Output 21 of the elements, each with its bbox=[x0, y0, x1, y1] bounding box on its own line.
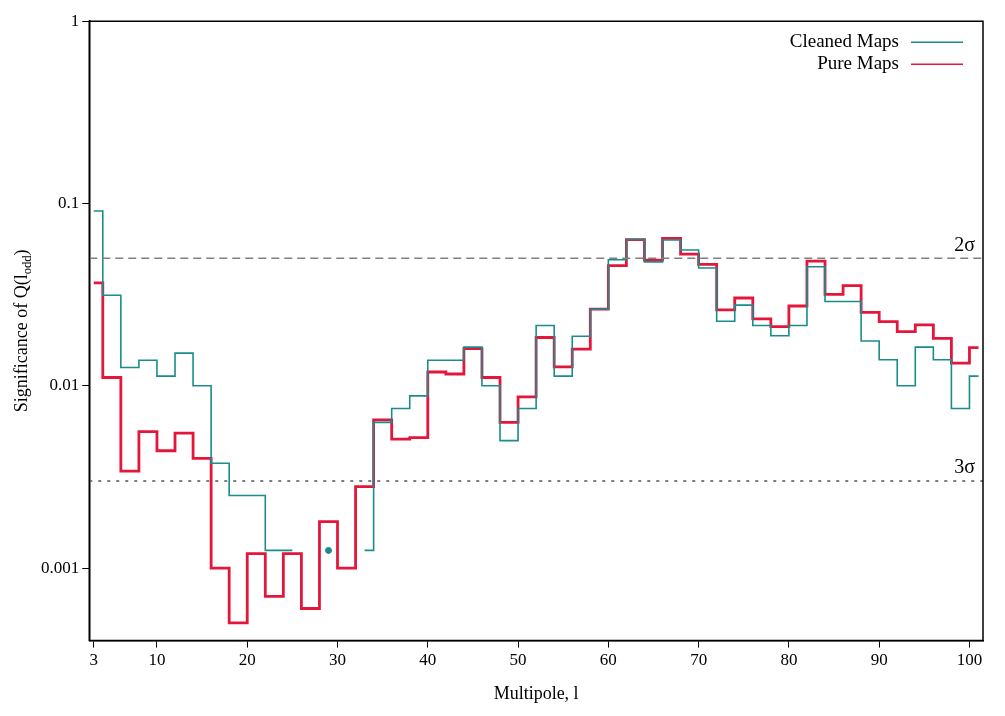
y-axis-title: Significance of Q(lodd) bbox=[10, 249, 34, 413]
x-tick-label: 3 bbox=[89, 650, 99, 670]
legend-label: Pure Maps bbox=[817, 52, 899, 74]
x-tick-label: 80 bbox=[780, 650, 798, 670]
x-tick-label: 40 bbox=[419, 650, 437, 670]
y-tick-label: 0.1 bbox=[58, 192, 80, 212]
x-tick-label: 90 bbox=[870, 650, 888, 670]
x-axis-title: Multipole, l bbox=[493, 682, 579, 703]
y-tick-label: 0.001 bbox=[41, 557, 80, 577]
y-tick-label: 0.01 bbox=[49, 375, 80, 395]
ref-line-label: 3σ bbox=[954, 455, 976, 478]
y-tick-label: 1 bbox=[70, 10, 80, 30]
x-tick-label: 70 bbox=[690, 650, 708, 670]
ref-line-label: 2σ bbox=[954, 232, 976, 255]
x-tick-label: 20 bbox=[238, 650, 256, 670]
legend-label: Cleaned Maps bbox=[789, 30, 899, 52]
x-tick-label: 100 bbox=[956, 650, 983, 670]
x-tick-label: 10 bbox=[148, 650, 166, 670]
x-tick-label: 50 bbox=[509, 650, 527, 670]
x-tick-label: 30 bbox=[329, 650, 347, 670]
x-tick-label: 60 bbox=[599, 650, 617, 670]
